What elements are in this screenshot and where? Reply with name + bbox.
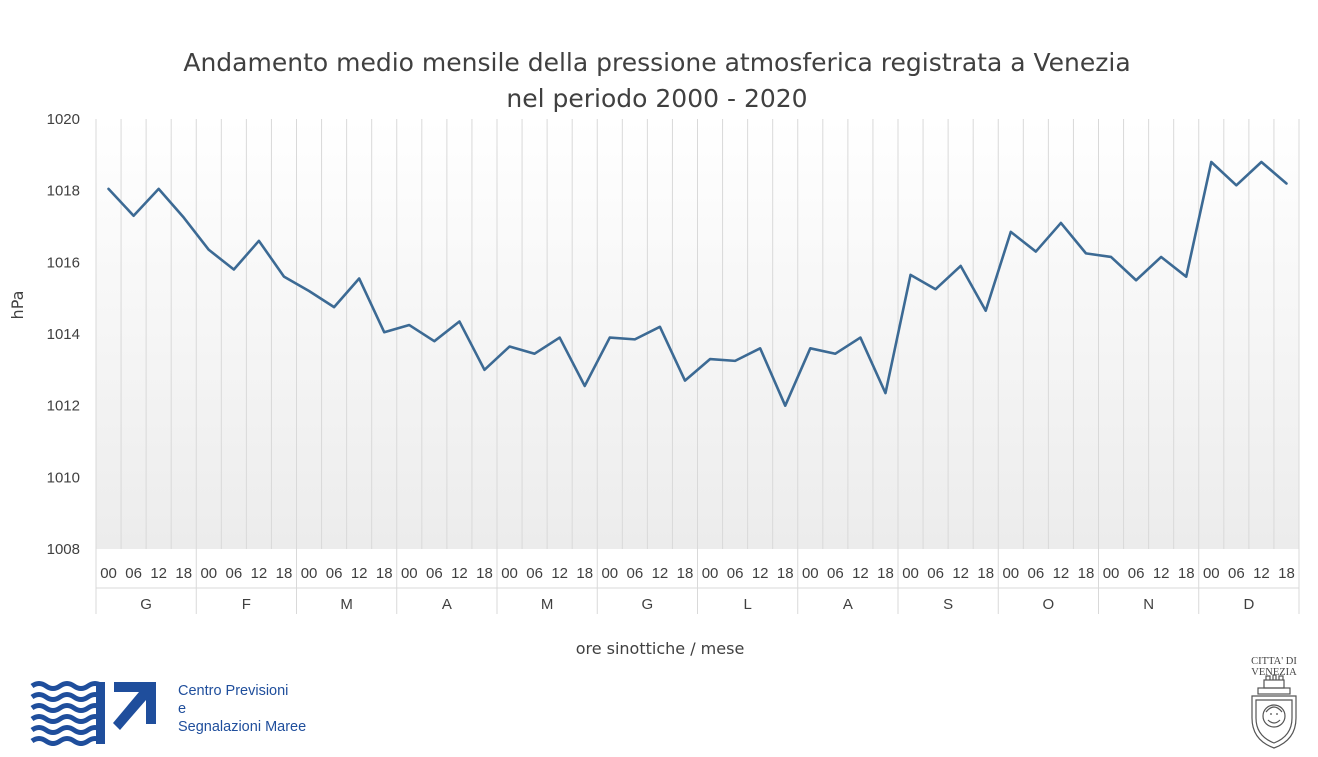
x-tick-hour: 18 xyxy=(777,565,794,582)
x-tick-hour: 12 xyxy=(1253,565,1270,582)
y-tick-label: 1016 xyxy=(47,254,80,271)
x-tick-hour: 06 xyxy=(1228,565,1245,582)
x-tick-month: S xyxy=(943,596,953,613)
grid-lines xyxy=(95,119,1300,549)
x-tick-hour: 00 xyxy=(902,565,919,582)
x-tick-hour: 18 xyxy=(1278,565,1295,582)
x-tick-month: M xyxy=(541,596,554,613)
x-axis-table: 00 06 12 18 00 06 12 18 00 06 12 18 00 06 12 18 00 06 12 18… xyxy=(95,549,1300,614)
x-tick-hour: 12 xyxy=(451,565,468,582)
x-tick-month: A xyxy=(442,596,452,613)
x-tick-month: M xyxy=(340,596,353,613)
x-tick-hour: 12 xyxy=(351,565,368,582)
x-tick-hour: 00 xyxy=(1203,565,1220,582)
venezia-crest-icon xyxy=(1251,674,1297,749)
x-tick-hour: 18 xyxy=(1078,565,1095,582)
x-tick-hour: 00 xyxy=(601,565,618,582)
x-tick-hour: 12 xyxy=(150,565,167,582)
x-tick-hour: 18 xyxy=(576,565,593,582)
x-tick-hour: 12 xyxy=(551,565,568,582)
x-tick-hour: 18 xyxy=(1178,565,1195,582)
x-tick-hour: 18 xyxy=(376,565,393,582)
x-tick-hour: 18 xyxy=(476,565,493,582)
x-axis-label: ore sinottiche / mese xyxy=(576,639,745,658)
x-tick-hour: 00 xyxy=(702,565,719,582)
x-tick-hour: 06 xyxy=(526,565,543,582)
x-tick-hour: 00 xyxy=(100,565,117,582)
x-tick-hour: 18 xyxy=(276,565,293,582)
x-tick-hour: 00 xyxy=(501,565,518,582)
x-tick-month: O xyxy=(1043,596,1055,613)
x-tick-hour: 06 xyxy=(827,565,844,582)
x-tick-month: D xyxy=(1243,596,1254,613)
y-axis-ticks: 1008 1010 1012 1014 1016 1018 1020 xyxy=(47,111,80,558)
x-tick-hour: 12 xyxy=(952,565,969,582)
x-tick-hour: 06 xyxy=(727,565,744,582)
x-tick-hour: 06 xyxy=(927,565,944,582)
y-tick-label: 1010 xyxy=(47,469,80,486)
x-tick-hour: 06 xyxy=(1128,565,1145,582)
x-tick-hour: 06 xyxy=(426,565,443,582)
chart-title-line-1: Andamento medio mensile della pressione … xyxy=(183,48,1130,77)
y-tick-label: 1008 xyxy=(47,541,80,558)
x-tick-hour: 00 xyxy=(802,565,819,582)
x-tick-hour: 18 xyxy=(877,565,894,582)
cpsm-logo-icon xyxy=(30,681,156,746)
x-tick-hour: 00 xyxy=(1103,565,1120,582)
y-tick-label: 1014 xyxy=(47,326,80,343)
series-group xyxy=(107,160,1288,407)
x-tick-month: G xyxy=(642,596,654,613)
y-tick-label: 1012 xyxy=(47,398,80,415)
x-tick-hour: 12 xyxy=(652,565,669,582)
venezia-crest-text: CITTA' DI VENEZIA xyxy=(1251,656,1297,678)
y-axis-label: hPa xyxy=(8,291,27,320)
cpsm-logo-text: Centro Previsioni e Segnalazioni Maree xyxy=(178,683,307,735)
x-tick-hour: 18 xyxy=(677,565,694,582)
x-tick-hour: 06 xyxy=(326,565,343,582)
x-tick-hour: 00 xyxy=(401,565,418,582)
x-tick-hour: 06 xyxy=(1028,565,1045,582)
series-line xyxy=(107,160,1288,407)
x-tick-month: L xyxy=(743,596,751,613)
x-tick-hour: 18 xyxy=(977,565,994,582)
x-tick-hour: 12 xyxy=(1153,565,1170,582)
x-tick-hour: 00 xyxy=(301,565,318,582)
y-tick-label: 1020 xyxy=(47,111,80,128)
y-tick-label: 1018 xyxy=(47,183,80,200)
x-tick-month: G xyxy=(140,596,152,613)
x-tick-hour: 06 xyxy=(627,565,644,582)
x-tick-hour: 00 xyxy=(200,565,217,582)
chart-title-line-2: nel periodo 2000 - 2020 xyxy=(506,84,807,113)
x-tick-hour: 12 xyxy=(251,565,268,582)
x-tick-month: F xyxy=(242,596,251,613)
x-tick-month: N xyxy=(1143,596,1154,613)
x-tick-hour: 06 xyxy=(125,565,142,582)
x-tick-hour: 12 xyxy=(852,565,869,582)
x-tick-hour: 18 xyxy=(175,565,192,582)
x-tick-hour: 12 xyxy=(752,565,769,582)
x-tick-hour: 12 xyxy=(1053,565,1070,582)
x-tick-month: A xyxy=(843,596,853,613)
x-tick-hour: 06 xyxy=(226,565,243,582)
x-tick-hour: 00 xyxy=(1002,565,1019,582)
